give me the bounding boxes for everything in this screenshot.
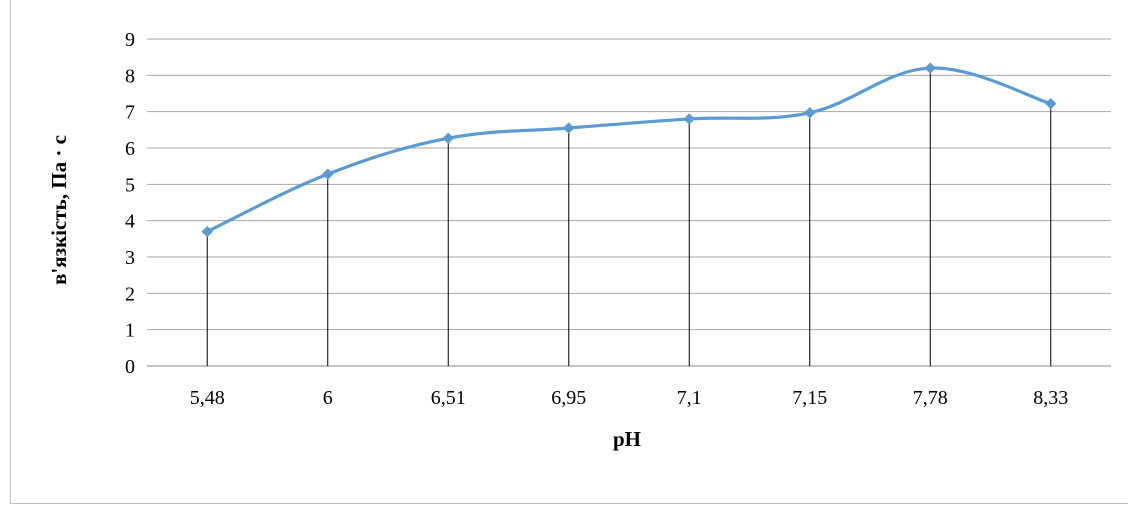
x-tick-label: 7,1 <box>677 387 702 409</box>
x-tick-label: 7,15 <box>792 387 827 409</box>
series-group <box>201 62 1057 238</box>
y-axis-title: в'язкість, Па · с <box>47 135 71 285</box>
y-tick-label: 3 <box>125 247 135 269</box>
gridlines <box>147 38 1111 367</box>
y-tick-labels: 0 1 2 3 4 5 6 7 8 9 <box>125 29 135 378</box>
data-point <box>804 107 816 119</box>
data-point <box>322 168 334 180</box>
data-point <box>201 225 213 238</box>
x-tick-labels: 5,48 6 6,51 6,95 7,1 7,15 7,78 8,33 <box>190 387 1069 409</box>
y-tick-label: 6 <box>125 138 135 160</box>
y-tick-label: 4 <box>125 211 135 233</box>
x-axis-title: pH <box>613 427 641 451</box>
y-tick-label: 7 <box>125 102 135 124</box>
x-tick-label: 6,95 <box>551 387 586 409</box>
data-point <box>1045 97 1057 110</box>
y-tick-label: 9 <box>125 29 135 51</box>
x-tick-label: 6,51 <box>431 387 466 409</box>
x-tick-label: 5,48 <box>190 387 225 409</box>
x-tick-label: 8,33 <box>1033 387 1068 409</box>
data-point <box>924 62 936 74</box>
series-line <box>206 66 1052 234</box>
x-tick-label: 6 <box>323 387 333 409</box>
y-tick-label: 5 <box>125 174 135 196</box>
y-tick-label: 0 <box>125 356 135 378</box>
data-point <box>683 113 695 125</box>
data-point <box>563 122 575 134</box>
y-tick-label: 2 <box>125 283 135 305</box>
y-tick-label: 8 <box>125 65 135 87</box>
data-point <box>442 132 454 144</box>
drop-lines <box>206 68 1052 366</box>
y-tick-label: 1 <box>125 320 135 342</box>
x-tick-label: 7,78 <box>913 387 948 409</box>
